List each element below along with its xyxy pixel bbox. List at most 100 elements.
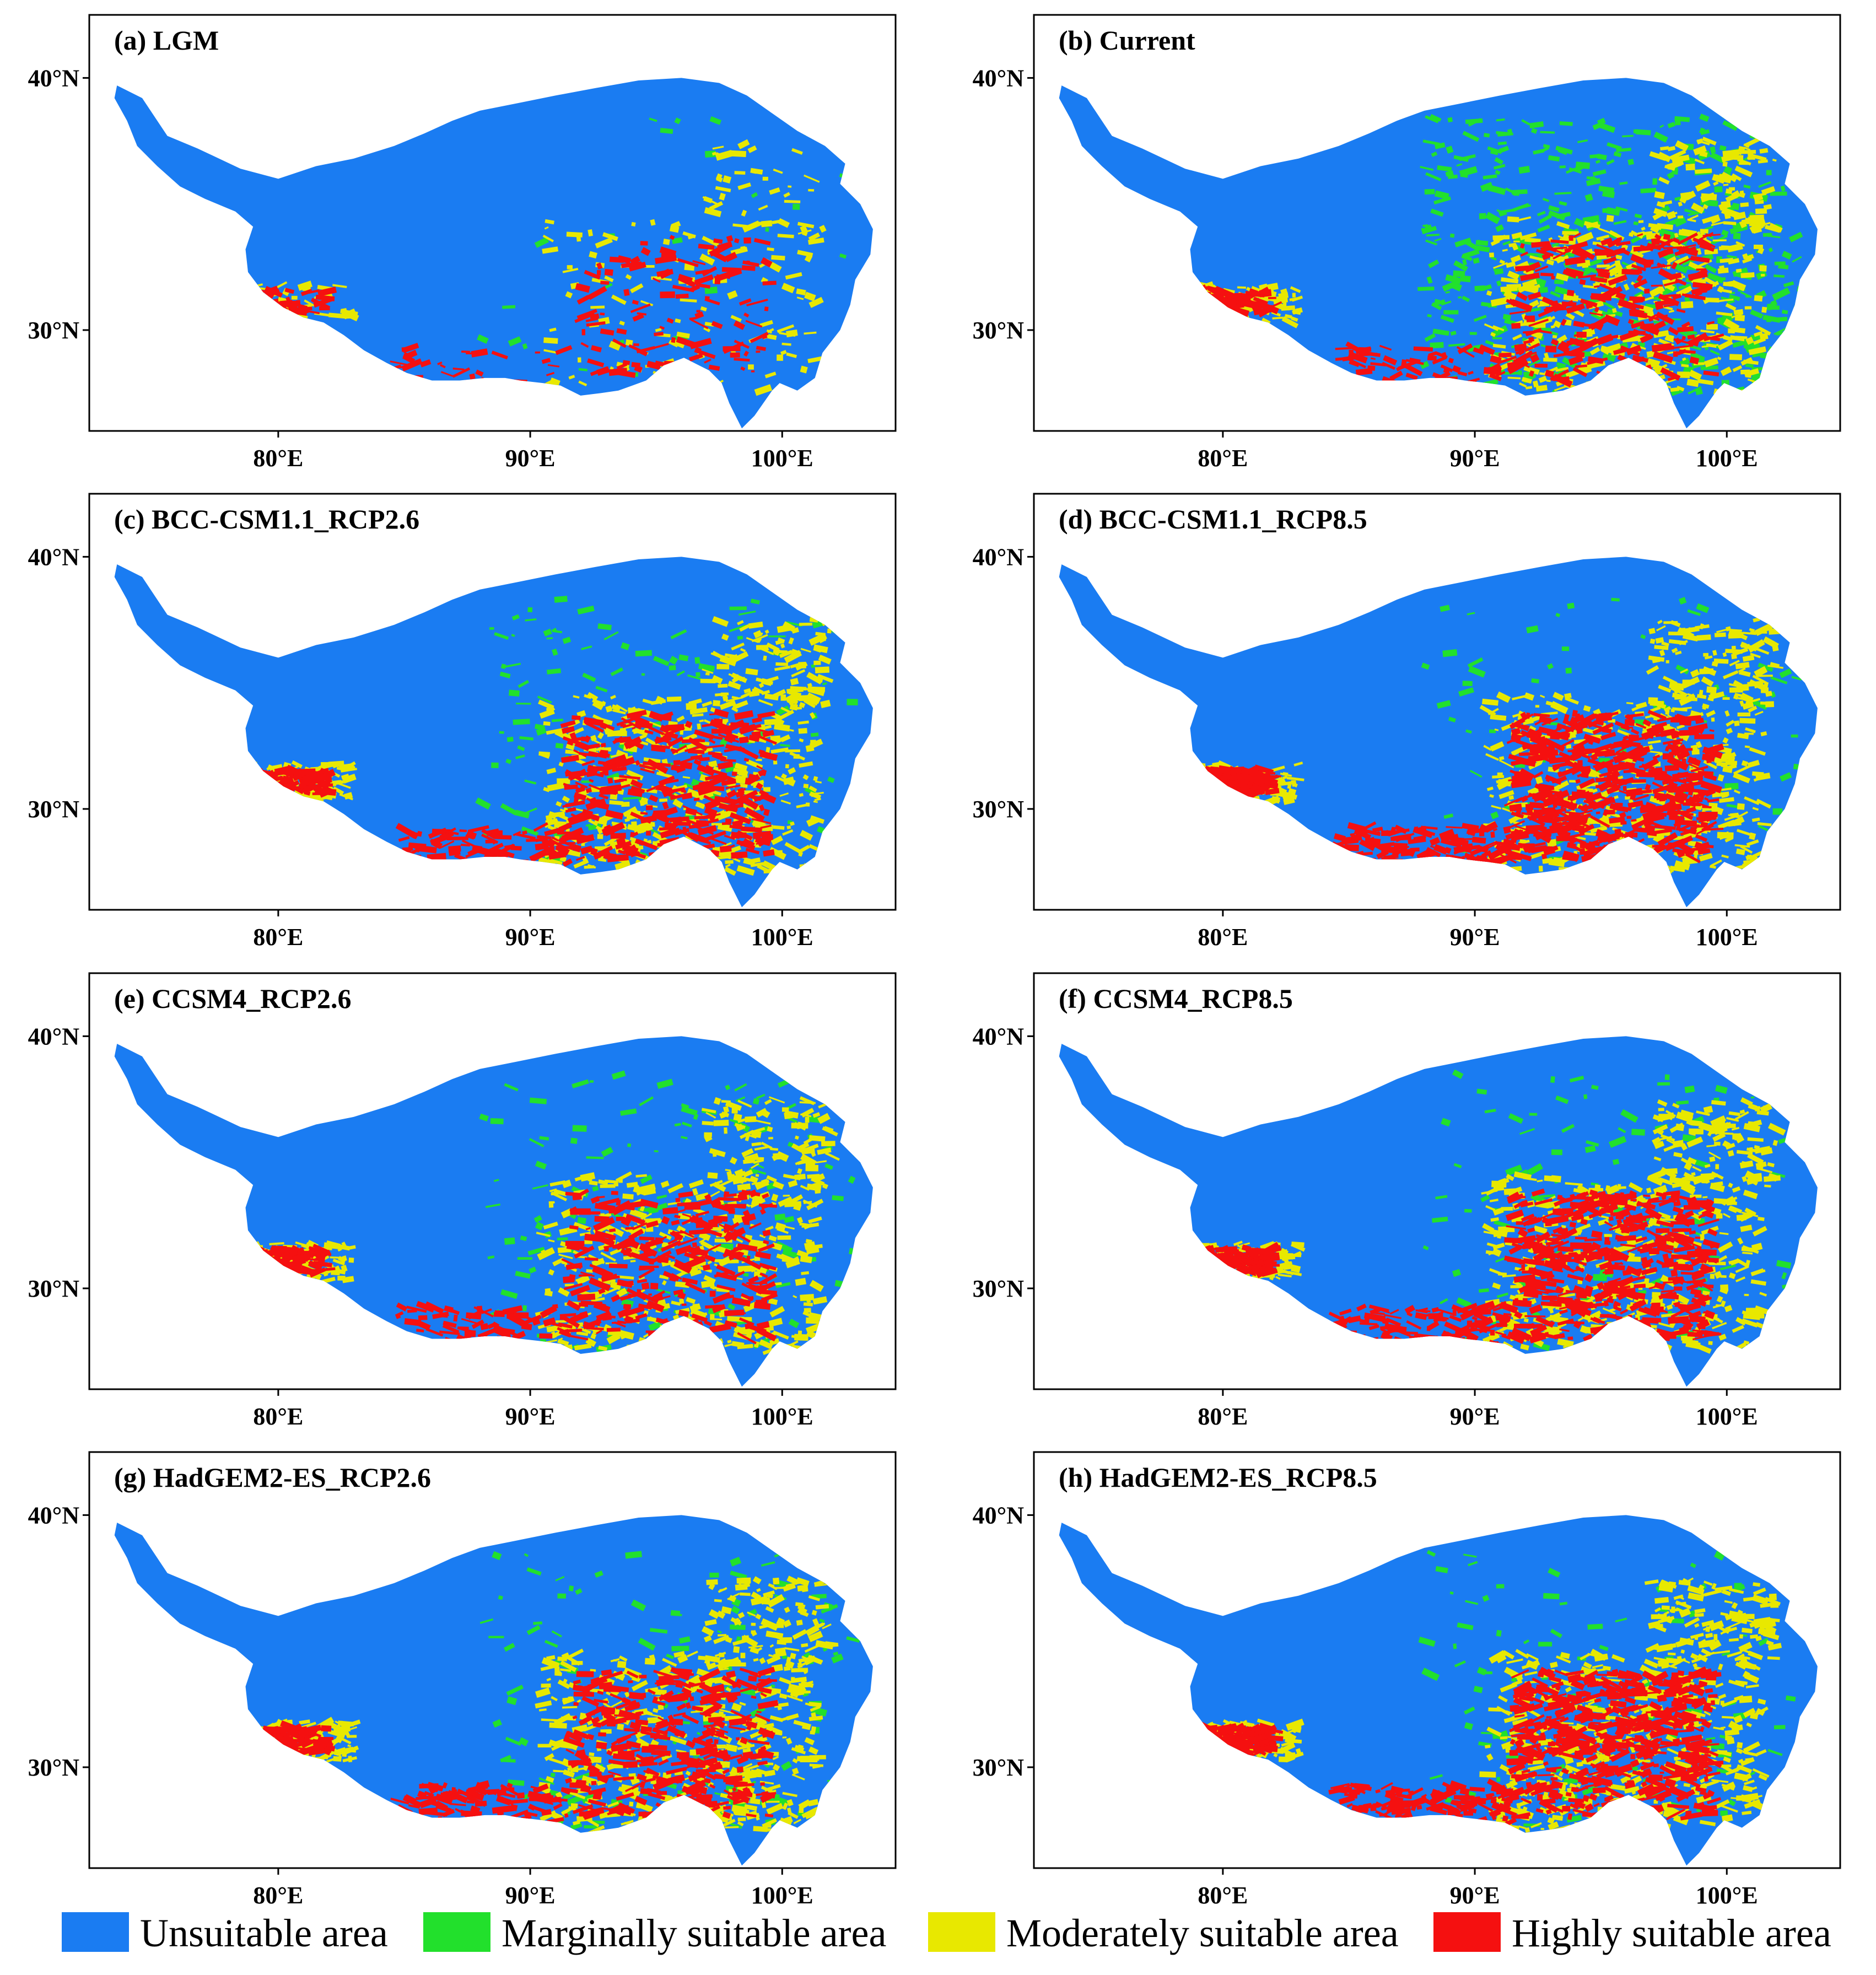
high-suitable-patch <box>1673 344 1694 349</box>
high-suitable-patch <box>1534 783 1550 794</box>
high-suitable-patch <box>1516 292 1528 301</box>
moderate-suitable-patch <box>291 760 303 769</box>
marginal-suitable-patch <box>1490 811 1499 819</box>
moderate-suitable-patch <box>1679 706 1692 710</box>
moderate-suitable-patch <box>807 238 824 245</box>
high-suitable-patch <box>605 810 624 820</box>
moderate-suitable-patch <box>1646 665 1659 675</box>
high-suitable-patch <box>729 812 751 824</box>
moderate-suitable-patch <box>1615 254 1622 260</box>
marginal-suitable-patch <box>1615 206 1628 212</box>
high-suitable-patch <box>1558 775 1567 783</box>
moderate-suitable-patch <box>1756 798 1771 809</box>
high-suitable-patch <box>677 258 699 267</box>
moderate-suitable-patch <box>613 731 627 736</box>
moderate-suitable-patch <box>1740 272 1755 278</box>
marginal-suitable-patch <box>1781 251 1792 260</box>
high-suitable-patch <box>573 797 579 803</box>
high-suitable-patch <box>707 744 725 749</box>
moderate-suitable-patch <box>590 305 605 309</box>
high-suitable-patch <box>617 849 626 855</box>
marginal-suitable-patch <box>1607 142 1622 150</box>
moderate-suitable-patch <box>1717 299 1724 303</box>
high-suitable-patch <box>695 269 709 275</box>
high-suitable-patch <box>1583 748 1600 752</box>
marginal-suitable-patch <box>1724 783 1739 790</box>
high-suitable-patch <box>730 722 750 728</box>
high-suitable-patch <box>1227 305 1249 317</box>
high-suitable-patch <box>1626 714 1634 721</box>
high-suitable-patch <box>467 825 489 833</box>
marginal-suitable-patch <box>1758 662 1773 672</box>
high-suitable-patch <box>1492 371 1506 379</box>
moderate-suitable-patch <box>1280 288 1288 295</box>
high-suitable-patch <box>1550 733 1560 740</box>
moderate-suitable-patch <box>725 864 731 868</box>
moderate-suitable-patch <box>1524 692 1535 701</box>
moderate-suitable-patch <box>650 699 666 705</box>
moderate-suitable-patch <box>1722 737 1729 744</box>
moderate-suitable-patch <box>1706 343 1717 348</box>
moderate-suitable-patch <box>742 220 761 233</box>
moderate-suitable-patch <box>332 786 344 795</box>
high-suitable-patch <box>288 305 298 311</box>
lat-tick-label: 30°N <box>28 796 80 823</box>
marginal-suitable-patch <box>1782 310 1788 315</box>
high-suitable-patch <box>1572 737 1593 750</box>
moderate-suitable-patch <box>1739 161 1749 165</box>
moderate-suitable-patch <box>739 624 750 632</box>
marginal-suitable-patch <box>687 674 702 681</box>
moderate-suitable-patch <box>1750 631 1767 634</box>
high-suitable-patch <box>1386 830 1396 835</box>
marginal-suitable-patch <box>1529 359 1541 366</box>
high-suitable-patch <box>1568 241 1588 251</box>
moderate-suitable-patch <box>544 818 558 828</box>
moderate-suitable-patch <box>745 668 758 676</box>
high-suitable-patch <box>1585 792 1603 803</box>
moderate-suitable-patch <box>780 773 788 780</box>
moderate-suitable-patch <box>276 281 288 289</box>
marginal-suitable-patch <box>1448 343 1465 347</box>
marginal-suitable-patch <box>1779 668 1792 678</box>
moderate-suitable-patch <box>1649 151 1667 161</box>
high-suitable-patch <box>1335 357 1343 361</box>
moderate-suitable-patch <box>1737 697 1745 700</box>
marginal-suitable-patch <box>543 628 552 636</box>
high-suitable-patch <box>1676 244 1696 250</box>
high-suitable-patch <box>491 350 508 360</box>
high-suitable-patch <box>724 747 740 753</box>
moderate-suitable-patch <box>1512 333 1522 341</box>
high-suitable-patch <box>1577 770 1590 778</box>
high-suitable-patch <box>439 364 446 369</box>
moderate-suitable-patch <box>1519 232 1537 241</box>
high-suitable-patch <box>1379 344 1392 351</box>
marginal-suitable-patch <box>1561 646 1570 651</box>
moderate-suitable-patch <box>1731 173 1742 181</box>
moderate-suitable-patch <box>807 686 825 697</box>
high-suitable-patch <box>1647 830 1657 837</box>
marginal-suitable-patch <box>696 672 700 677</box>
marginal-suitable-patch <box>511 634 515 638</box>
high-suitable-patch <box>671 337 676 343</box>
high-suitable-patch <box>569 732 577 740</box>
high-suitable-patch <box>1676 713 1692 722</box>
high-suitable-patch <box>1674 790 1689 801</box>
moderate-suitable-patch <box>1631 817 1644 826</box>
high-suitable-patch <box>622 723 633 729</box>
moderate-suitable-patch <box>1680 192 1689 200</box>
marginal-suitable-patch <box>1699 127 1705 134</box>
moderate-suitable-patch <box>1671 647 1678 654</box>
moderate-suitable-patch <box>1702 204 1708 209</box>
moderate-suitable-patch <box>1727 243 1743 253</box>
high-suitable-patch <box>526 838 548 842</box>
high-suitable-patch <box>1622 735 1629 741</box>
moderate-suitable-patch <box>1721 154 1737 163</box>
moderate-suitable-patch <box>1728 258 1740 265</box>
high-suitable-patch <box>1573 232 1582 238</box>
moderate-suitable-patch <box>553 811 565 818</box>
high-suitable-patch <box>612 736 623 744</box>
high-suitable-patch <box>573 792 587 801</box>
marginal-suitable-patch <box>1468 118 1482 127</box>
high-suitable-patch <box>1663 303 1679 307</box>
moderate-suitable-patch <box>1730 629 1748 640</box>
